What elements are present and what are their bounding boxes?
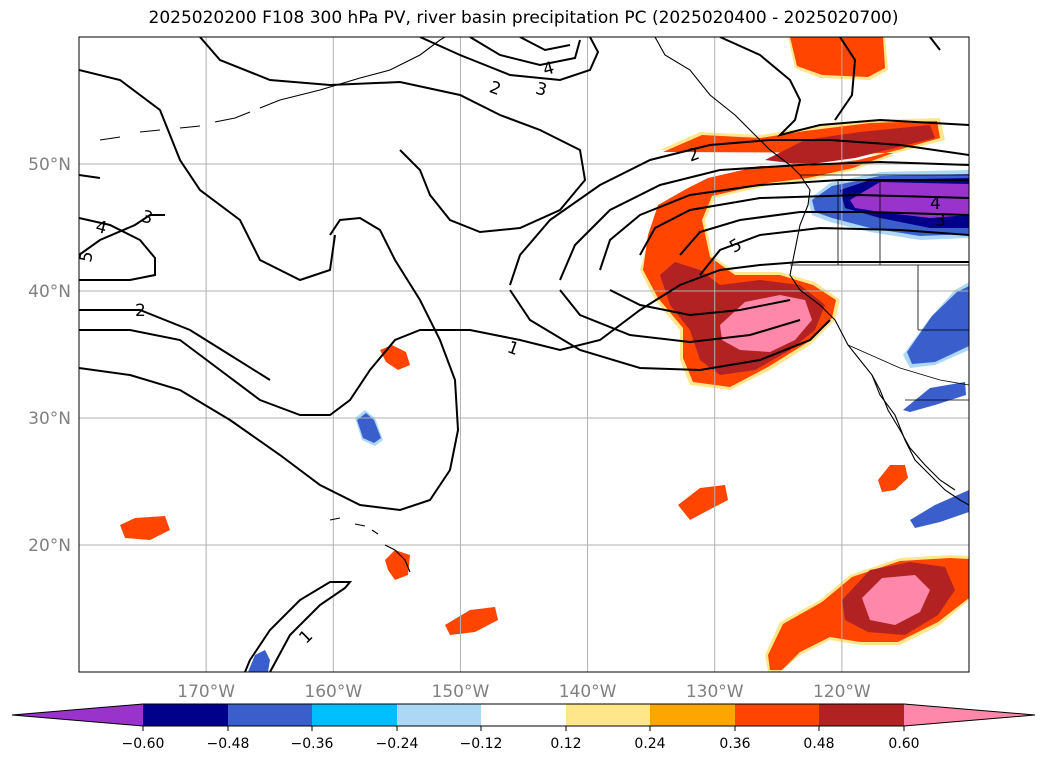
contour-label: 4 xyxy=(930,194,941,214)
pv-contour xyxy=(599,179,969,271)
precip-area-positive xyxy=(678,485,728,520)
coastline-hawaii xyxy=(329,517,411,573)
border-us-mexico xyxy=(847,344,969,386)
colorbar-segment xyxy=(650,704,735,726)
contour-label: 3 xyxy=(533,79,549,101)
border-states xyxy=(790,180,969,401)
pv-contour xyxy=(639,193,969,256)
precip-area-positive xyxy=(120,516,170,540)
pv-contour xyxy=(244,581,353,672)
colorbar-tick-label: −0.36 xyxy=(291,736,334,752)
colorbar-tick-label: −0.48 xyxy=(207,736,250,752)
colorbar-segment xyxy=(143,704,228,726)
colorbar-segment xyxy=(481,704,566,726)
pv-contour xyxy=(699,226,969,276)
precip-area-negative xyxy=(357,413,381,443)
precip-area-positive xyxy=(380,345,410,370)
pv-contour-labels: 1 1 2 2 2 3 3 3 4 4 4 5 5 xyxy=(76,58,946,648)
colorbar-tick-label: 0.12 xyxy=(550,736,581,752)
precip-area-negative xyxy=(248,650,270,672)
lat-tick-label: 50°N xyxy=(28,155,71,175)
coastline-aleutians xyxy=(99,99,281,141)
coastline-baja xyxy=(871,374,956,491)
pv-contour xyxy=(79,214,165,256)
pv-contour xyxy=(419,37,600,82)
pv-contours xyxy=(79,37,969,672)
pv-contour xyxy=(834,37,857,121)
precip-area-positive xyxy=(862,575,930,625)
colorbar-tick-label: −0.60 xyxy=(122,736,165,752)
colorbar-segment xyxy=(735,704,819,726)
contour-label: 2 xyxy=(487,77,504,99)
pv-contour xyxy=(719,37,969,137)
contour-label: 4 xyxy=(541,58,557,80)
pv-contour xyxy=(519,37,571,52)
longitude-labels: 170°W 160°W 150°W 140°W 130°W 120°W xyxy=(177,682,871,702)
contour-label: 1 xyxy=(295,626,317,648)
precip-area-negative xyxy=(910,490,969,528)
precip-shading xyxy=(120,37,969,672)
pv-contour xyxy=(79,37,941,179)
pv-contour xyxy=(469,37,581,67)
coastlines xyxy=(99,37,969,573)
contour-label: 4 xyxy=(93,217,109,239)
coastline-north-america xyxy=(654,37,969,506)
lon-tick-label: 120°W xyxy=(813,682,871,702)
pv-contour xyxy=(79,261,969,416)
pv-contour xyxy=(79,217,156,281)
colorbar-tick-label: 0.48 xyxy=(803,736,834,752)
colorbar-extend-max xyxy=(904,704,1035,726)
pv-contour xyxy=(79,216,460,512)
contour-label: 3 xyxy=(139,207,155,229)
lat-tick-label: 20°N xyxy=(28,536,71,556)
colorbar-tick-label: 0.24 xyxy=(634,736,665,752)
contour-label: 5 xyxy=(76,250,98,264)
pv-contour xyxy=(509,289,831,372)
colorbar: −0.60 −0.48 −0.36 −0.24 −0.12 0.12 0.24 0.36 0.4… xyxy=(11,703,1036,752)
colorbar-tick-label: 0.36 xyxy=(719,736,750,752)
lat-tick-label: 30°N xyxy=(28,409,71,429)
colorbar-tick-label: 0.60 xyxy=(888,736,919,752)
colorbar-segment xyxy=(312,704,397,726)
precip-area-positive xyxy=(790,37,885,77)
pv-contour xyxy=(559,289,801,344)
precip-area-negative xyxy=(907,286,969,364)
colorbar-extend-min xyxy=(12,704,143,726)
colorbar-segment xyxy=(819,704,904,726)
pv-contour xyxy=(509,139,969,286)
pv-contour xyxy=(679,211,969,256)
colorbar-tick-label: −0.24 xyxy=(376,736,419,752)
precip-area-positive xyxy=(445,607,498,635)
precip-area-positive xyxy=(765,125,935,165)
coastline-alaska xyxy=(279,37,446,101)
pv-contour xyxy=(79,69,336,282)
contour-label: 2 xyxy=(135,301,146,321)
map-title: 2025020200 F108 300 hPa PV, river basin … xyxy=(148,8,899,28)
contour-label: 3 xyxy=(935,211,946,231)
colorbar-segment xyxy=(397,704,481,726)
precip-area-positive xyxy=(385,550,410,580)
lon-tick-label: 130°W xyxy=(686,682,744,702)
map-frame xyxy=(78,36,970,673)
pv-contour xyxy=(199,37,587,234)
pv-contour xyxy=(609,289,791,317)
lon-tick-label: 150°W xyxy=(432,682,490,702)
precip-area-negative xyxy=(903,382,966,412)
lon-tick-label: 170°W xyxy=(177,682,235,702)
lon-tick-label: 160°W xyxy=(304,682,362,702)
contour-label: 1 xyxy=(505,337,522,359)
lon-tick-label: 140°W xyxy=(559,682,617,702)
colorbar-tick-label: −0.12 xyxy=(460,736,503,752)
colorbar-segment xyxy=(566,704,650,726)
contour-label: 5 xyxy=(726,235,745,258)
pv-contour xyxy=(559,160,969,281)
colorbar-segment xyxy=(228,704,312,726)
pv-contour xyxy=(79,309,271,381)
lat-tick-label: 40°N xyxy=(28,282,71,302)
latitude-labels: 50°N 40°N 30°N 20°N xyxy=(28,155,71,556)
precip-area-positive xyxy=(878,465,908,492)
